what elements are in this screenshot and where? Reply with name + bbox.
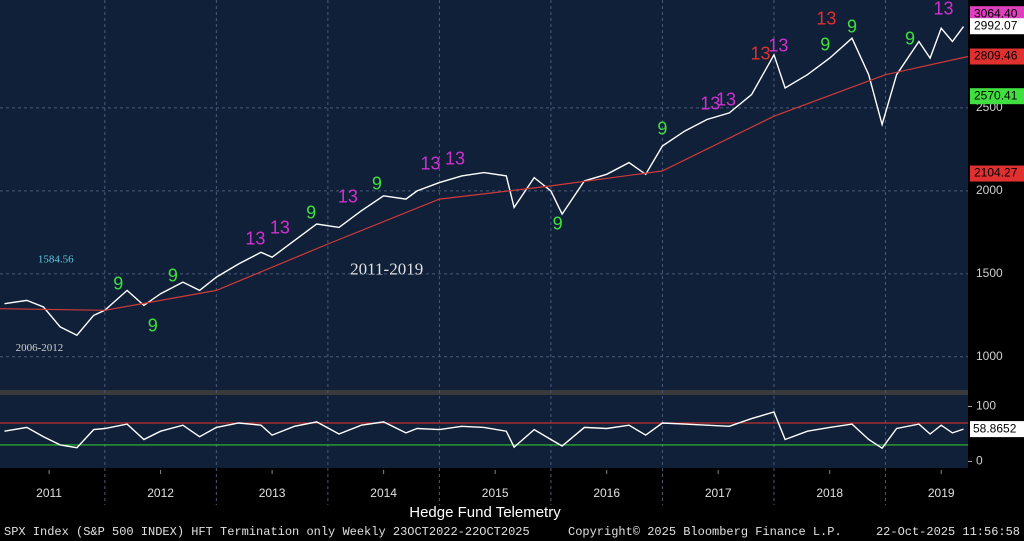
series-line (4, 26, 965, 337)
count-marker: 13 (751, 44, 771, 64)
count-marker: 9 (168, 266, 178, 286)
price-panel (0, 0, 968, 390)
price-label-box (970, 165, 1024, 182)
count-marker: 9 (657, 119, 667, 139)
series-line (4, 411, 964, 450)
count-marker: 9 (820, 35, 830, 55)
y-tick-label: 0 (976, 454, 983, 468)
count-marker: 13 (445, 149, 465, 169)
price-label-box (970, 48, 1024, 65)
x-tick-label: 2015 (482, 486, 509, 500)
count-marker: 13 (768, 36, 788, 56)
y-tick-label: 1500 (976, 266, 1003, 280)
x-tick-label: 2013 (259, 486, 286, 500)
price-label-box (970, 18, 1024, 35)
x-tick-label: 2016 (593, 486, 620, 500)
x-tick-label: 2019 (928, 486, 955, 500)
chart-title: Hedge Fund Telemetry (409, 504, 561, 521)
count-marker: 9 (905, 29, 915, 49)
price-label: 2992.07 (974, 18, 1018, 32)
price-label-box (970, 88, 1024, 105)
footer-center: Copyright© 2025 Bloomberg Finance L.P. (568, 525, 842, 539)
x-tick-label: 2014 (370, 486, 397, 500)
x-tick-label: 2011 (36, 486, 62, 500)
footer-left: SPX Index (S&P 500 INDEX) HFT Terminatio… (4, 525, 530, 539)
value-label: 58.8652 (973, 421, 1017, 435)
count-marker: 13 (716, 90, 736, 110)
count-marker: 13 (338, 187, 358, 207)
annotation: 2006-2012 (16, 342, 64, 354)
oscillator-panel (0, 395, 968, 468)
count-marker: 13 (420, 154, 440, 174)
price-label: 3064.40 (974, 6, 1018, 20)
count-marker: 13 (245, 229, 265, 249)
price-label: 2809.46 (974, 49, 1018, 63)
price-label: 2104.27 (974, 166, 1018, 180)
x-tick-label: 2017 (705, 486, 732, 500)
panel-divider (0, 390, 968, 395)
x-tick-label: 2012 (147, 486, 174, 500)
y-tick-label: 100 (976, 399, 996, 413)
count-marker: 9 (148, 316, 158, 336)
count-marker: 9 (847, 17, 857, 37)
count-marker: 13 (270, 218, 290, 238)
count-marker: 13 (933, 0, 953, 19)
price-label-box (970, 6, 1024, 23)
series-line (0, 55, 969, 311)
count-marker: 9 (306, 203, 316, 223)
price-label: 2570.41 (974, 88, 1018, 102)
count-marker: 9 (372, 174, 382, 194)
x-tick-label: 2018 (816, 486, 843, 500)
y-tick-label: 2000 (976, 183, 1003, 197)
annotation: 2011-2019 (350, 259, 423, 278)
count-marker: 13 (816, 9, 836, 29)
count-marker: 9 (553, 214, 563, 234)
count-marker: 9 (113, 274, 123, 294)
annotation: 1584.56 (38, 253, 74, 265)
y-tick-label: 1000 (976, 349, 1003, 363)
footer-right: 22-Oct-2025 11:56:58 (876, 525, 1020, 539)
count-marker: 13 (700, 94, 720, 114)
value-label-box (970, 421, 1024, 438)
